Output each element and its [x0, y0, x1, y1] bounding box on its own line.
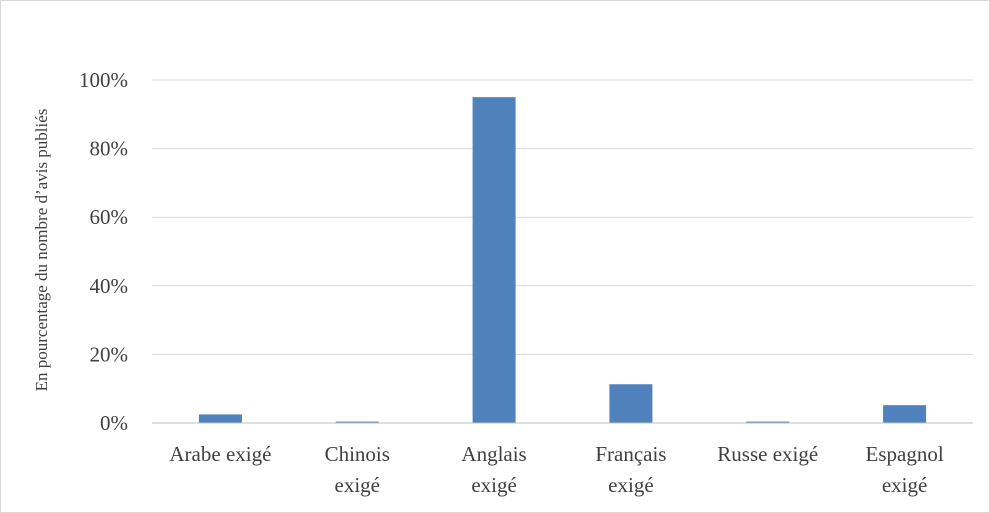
x-category-label: Français exigé — [595, 442, 666, 497]
x-category-labels: Arabe exigé Chinois exigé Anglais exigé Franç… — [169, 442, 943, 497]
y-axis-title: En pourcentage du nombre d’avis publiés — [32, 109, 51, 392]
y-tick-label: 20% — [90, 342, 129, 366]
y-tick-label: 80% — [90, 137, 129, 161]
y-tick-label: 100% — [79, 68, 128, 92]
bar — [883, 405, 927, 423]
x-category-label: Anglais exigé — [461, 442, 526, 497]
bar — [335, 421, 379, 423]
y-tick-label: 40% — [90, 274, 129, 298]
bar — [609, 384, 653, 423]
y-tick-label: 60% — [90, 205, 129, 229]
bars — [198, 97, 927, 424]
bar — [472, 97, 516, 424]
x-category-label: Chinois exigé — [325, 442, 390, 497]
x-category-label: Russe exigé — [717, 442, 818, 466]
x-category-label: Arabe exigé — [169, 442, 271, 466]
bar — [198, 414, 242, 423]
y-tick-label: 0% — [100, 411, 128, 435]
gridlines — [152, 79, 973, 355]
x-category-label: Espagnol exigé — [866, 442, 944, 497]
bar — [746, 421, 790, 423]
y-tick-labels: 0% 20% 40% 60% 80% 100% — [79, 68, 128, 435]
